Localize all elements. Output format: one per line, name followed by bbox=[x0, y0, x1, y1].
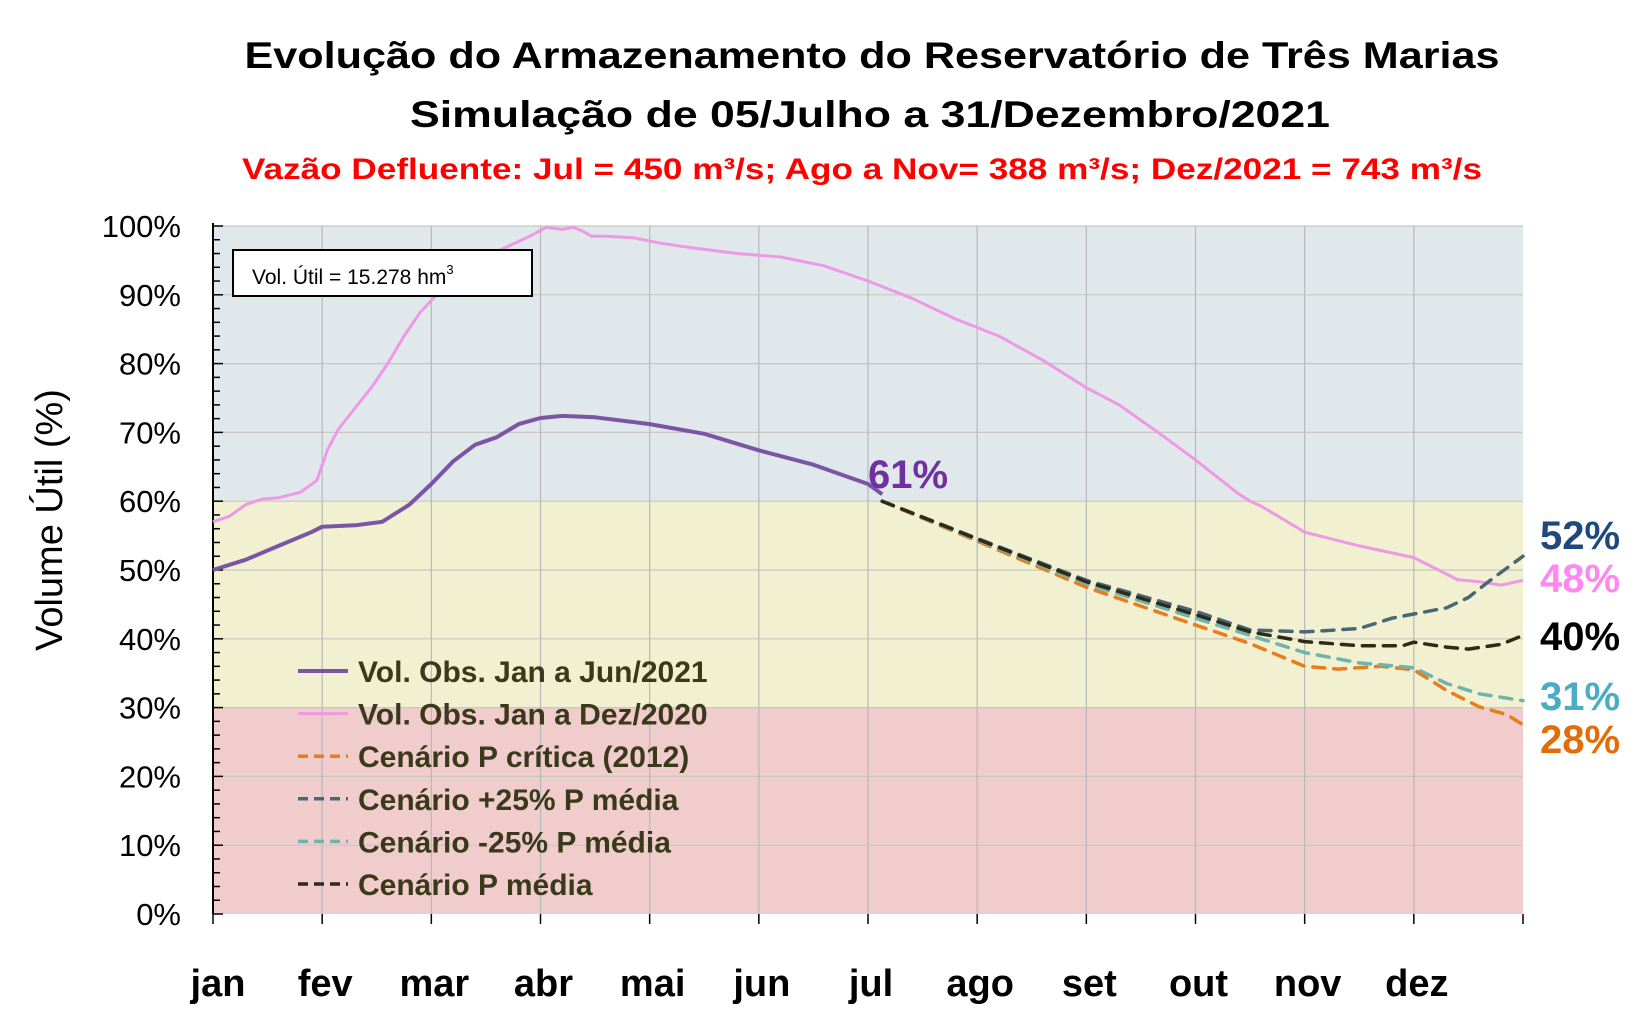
end-label-3: 52% bbox=[1540, 514, 1620, 558]
legend-label-5: Cenário P média bbox=[358, 869, 593, 902]
series-line-0 bbox=[212, 413, 884, 572]
x-tick-label-jan: jan bbox=[190, 963, 246, 1005]
y-tick-label: 20% bbox=[119, 759, 181, 794]
series-line-2 bbox=[880, 499, 1525, 727]
series-line-4 bbox=[880, 499, 1525, 703]
y-tick-label: 0% bbox=[136, 897, 181, 932]
svg-text:Vol. Útil = 15.278 hm3: Vol. Útil = 15.278 hm3 bbox=[252, 262, 454, 289]
chart-subtitle: Simulação de 05/Julho a 31/Dezembro/2021 bbox=[410, 94, 1330, 135]
y-tick-label: 90% bbox=[119, 278, 181, 313]
y-tick-label: 60% bbox=[119, 484, 181, 519]
end-label-2: 28% bbox=[1540, 718, 1620, 762]
series-line-5 bbox=[880, 499, 1525, 651]
x-tick-label-set: set bbox=[1062, 963, 1117, 1005]
legend-label-3: Cenário +25% P média bbox=[358, 784, 679, 817]
legend-label-2: Cenário P crítica (2012) bbox=[358, 741, 689, 774]
x-tick-label-mar: mar bbox=[399, 963, 469, 1005]
x-tick-label-jun: jun bbox=[732, 963, 790, 1005]
x-tick-label-out: out bbox=[1169, 963, 1228, 1005]
legend-label-1: Vol. Obs. Jan a Dez/2020 bbox=[358, 699, 708, 732]
x-tick-label-fev: fev bbox=[298, 963, 353, 1005]
chart-title: Evolução do Armazenamento do Reservatóri… bbox=[245, 35, 1500, 76]
x-tick-label-dez: dez bbox=[1385, 963, 1448, 1005]
legend-label-4: Cenário -25% P média bbox=[358, 826, 671, 859]
end-label-4: 31% bbox=[1540, 675, 1620, 719]
legend-label-0: Vol. Obs. Jan a Jun/2021 bbox=[358, 656, 708, 689]
volume-info-box: Vol. Útil = 15.278 hm3 bbox=[232, 249, 533, 297]
volume-info-sup: 3 bbox=[446, 262, 453, 277]
y-tick-label: 80% bbox=[119, 347, 181, 382]
y-tick-label: 30% bbox=[119, 691, 181, 726]
volume-info-text: Vol. Útil = 15.278 hm bbox=[252, 266, 446, 289]
end-label-1: 48% bbox=[1540, 557, 1620, 601]
x-tick-label-ago: ago bbox=[946, 963, 1014, 1005]
x-tick-label-mai: mai bbox=[620, 963, 685, 1005]
y-axis-label: Volume Útil (%) bbox=[28, 389, 71, 651]
x-tick-label-abr: abr bbox=[514, 963, 573, 1005]
y-tick-label: 50% bbox=[119, 553, 181, 588]
end-label-5: 40% bbox=[1540, 615, 1620, 659]
series-line-1 bbox=[212, 225, 1524, 587]
point-label-july: 61% bbox=[868, 453, 948, 497]
y-tick-label: 100% bbox=[102, 209, 181, 244]
x-tick-label-nov: nov bbox=[1274, 963, 1342, 1005]
y-tick-label: 70% bbox=[119, 415, 181, 450]
chart-subtitle-flow: Vazão Defluente: Jul = 450 m³/s; Ago a N… bbox=[242, 153, 1482, 186]
y-tick-label: 40% bbox=[119, 622, 181, 657]
x-tick-label-jul: jul bbox=[848, 963, 893, 1005]
y-tick-label: 10% bbox=[119, 828, 181, 863]
